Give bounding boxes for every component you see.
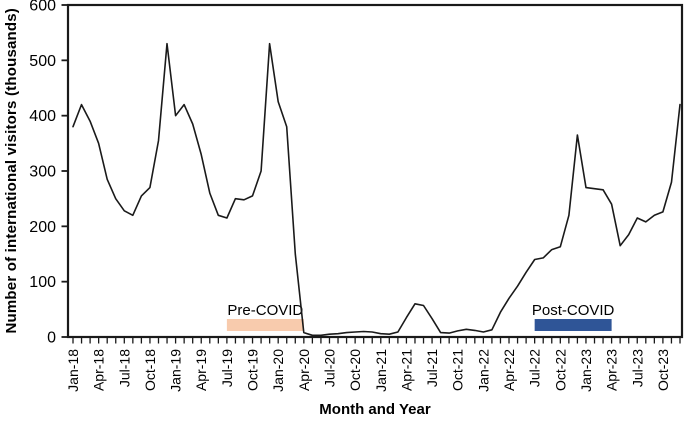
x-tick-label: Jan-19	[168, 349, 184, 392]
x-tick-label: Oct-18	[142, 349, 158, 391]
x-tick-label: Apr-19	[193, 349, 209, 391]
x-tick-label: Jul-22	[527, 349, 543, 387]
x-tick-label: Apr-18	[91, 349, 107, 391]
plot-border	[66, 3, 684, 339]
y-tick-label: 100	[29, 274, 56, 291]
y-tick-label: 200	[29, 219, 56, 236]
x-tick-label: Oct-19	[245, 349, 261, 391]
post-covid-label: Post-COVID	[532, 302, 615, 319]
x-tick-label: Jul-20	[321, 349, 337, 387]
x-axis-title: Month and Year	[319, 401, 431, 418]
x-tick-label: Jan-23	[578, 349, 594, 392]
x-tick-label: Oct-20	[347, 349, 363, 391]
y-tick-label: 400	[29, 108, 56, 125]
y-tick-label: 600	[29, 0, 56, 15]
x-tick-label: Jan-18	[65, 349, 81, 392]
pre-covid-label: Pre-COVID	[227, 302, 303, 319]
x-tick-label: Apr-20	[296, 349, 312, 391]
x-tick-label: Apr-21	[398, 349, 414, 391]
pre-covid-highlight-bar	[226, 319, 304, 331]
x-tick-label: Jan-21	[373, 349, 389, 392]
x-tick-label: Jan-20	[270, 349, 286, 392]
x-tick-label: Jul-21	[424, 349, 440, 387]
post-covid-highlight-bar	[534, 319, 612, 331]
x-tick-label: Jul-18	[116, 349, 132, 387]
x-tick-label: Jul-19	[219, 349, 235, 387]
visitors-series-line	[72, 42, 681, 337]
x-tick-label: Oct-22	[552, 349, 568, 391]
x-tick-label: Oct-23	[655, 349, 671, 391]
x-tick-label: Apr-22	[501, 349, 517, 391]
y-tick-label: 300	[29, 164, 56, 181]
x-tick-label: Jul-23	[629, 349, 645, 387]
x-tick-label: Jan-22	[475, 349, 491, 392]
x-tick-label: Oct-21	[450, 349, 466, 391]
x-tick-label: Apr-23	[604, 349, 620, 391]
y-tick-label: 0	[47, 330, 56, 347]
y-tick-label: 500	[29, 53, 56, 70]
